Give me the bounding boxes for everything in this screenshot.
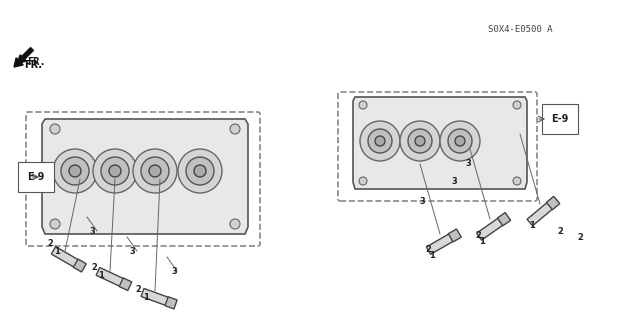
Circle shape — [69, 165, 81, 177]
Text: 1: 1 — [143, 293, 149, 301]
Text: 1: 1 — [98, 271, 104, 279]
Circle shape — [513, 101, 521, 109]
Circle shape — [408, 129, 432, 153]
Text: 3: 3 — [171, 268, 177, 277]
Circle shape — [141, 157, 169, 185]
Circle shape — [455, 136, 465, 146]
Text: E-9: E-9 — [28, 172, 45, 182]
Text: 2: 2 — [135, 285, 141, 293]
Text: FR.: FR. — [24, 60, 42, 70]
Text: 1: 1 — [429, 251, 435, 261]
Text: 2: 2 — [425, 246, 431, 255]
Polygon shape — [527, 202, 553, 226]
Polygon shape — [119, 278, 132, 291]
Circle shape — [93, 149, 137, 193]
Polygon shape — [449, 229, 461, 242]
Text: 1: 1 — [479, 236, 485, 246]
Text: 3: 3 — [89, 227, 95, 236]
Polygon shape — [141, 288, 169, 306]
Polygon shape — [353, 97, 527, 189]
Text: 2: 2 — [577, 233, 583, 241]
Circle shape — [359, 177, 367, 185]
Circle shape — [448, 129, 472, 153]
Circle shape — [375, 136, 385, 146]
Circle shape — [230, 124, 240, 134]
Text: 1: 1 — [54, 247, 60, 256]
Polygon shape — [497, 212, 511, 226]
Circle shape — [194, 165, 206, 177]
Circle shape — [360, 121, 400, 161]
Circle shape — [415, 136, 425, 146]
Polygon shape — [96, 268, 124, 286]
Polygon shape — [165, 297, 177, 309]
Circle shape — [230, 219, 240, 229]
Circle shape — [133, 149, 177, 193]
Circle shape — [186, 157, 214, 185]
Circle shape — [50, 219, 60, 229]
Text: 3: 3 — [129, 248, 135, 256]
FancyArrow shape — [14, 48, 33, 67]
Circle shape — [368, 129, 392, 153]
Circle shape — [359, 101, 367, 109]
Circle shape — [101, 157, 129, 185]
Circle shape — [109, 165, 121, 177]
Text: 2: 2 — [557, 226, 563, 235]
Polygon shape — [547, 196, 560, 210]
Circle shape — [178, 149, 222, 193]
Text: 2: 2 — [91, 263, 97, 271]
Polygon shape — [426, 234, 454, 254]
Text: 3: 3 — [419, 197, 425, 205]
Text: FR.: FR. — [27, 57, 45, 67]
Text: S0X4-E0500 A: S0X4-E0500 A — [488, 25, 552, 33]
Text: 2: 2 — [475, 231, 481, 240]
Circle shape — [149, 165, 161, 177]
Circle shape — [53, 149, 97, 193]
Polygon shape — [51, 247, 79, 267]
Circle shape — [440, 121, 480, 161]
Text: 1: 1 — [529, 221, 535, 231]
Polygon shape — [42, 119, 248, 234]
Circle shape — [513, 177, 521, 185]
Text: 3: 3 — [465, 160, 471, 168]
Text: 2: 2 — [47, 240, 53, 249]
Text: E-9: E-9 — [551, 114, 569, 124]
Circle shape — [61, 157, 89, 185]
Text: 3: 3 — [451, 176, 457, 186]
Circle shape — [400, 121, 440, 161]
Circle shape — [50, 124, 60, 134]
Polygon shape — [74, 259, 86, 272]
Polygon shape — [477, 218, 503, 240]
